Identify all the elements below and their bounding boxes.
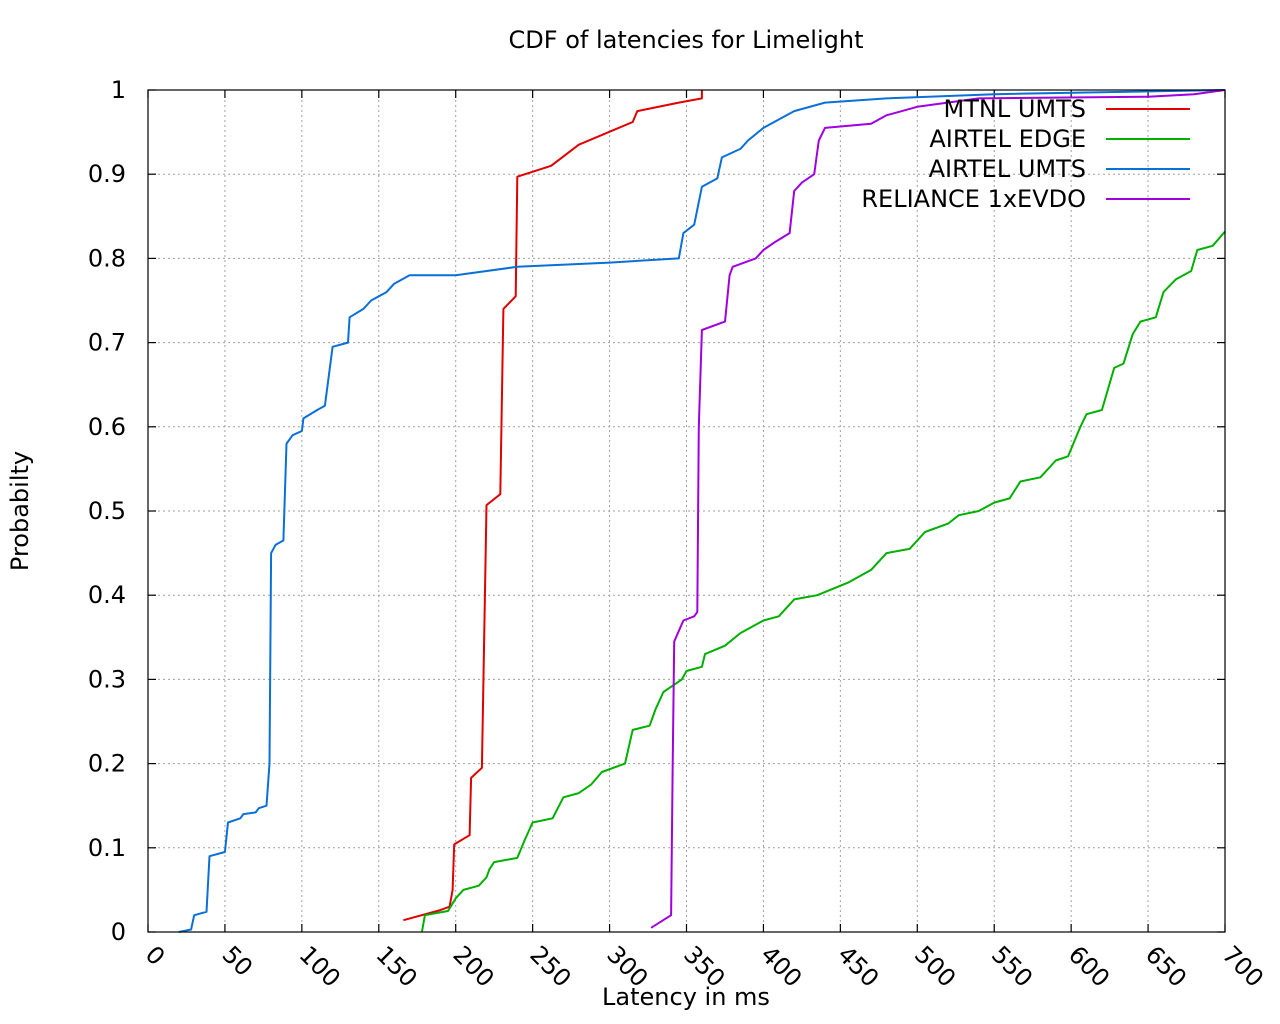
legend-label-reliance-1xevdo: RELIANCE 1xEVDO xyxy=(861,185,1086,213)
grid xyxy=(148,90,1225,932)
series-line-airtel-edge xyxy=(420,230,1226,933)
y-tick-label: 0.1 xyxy=(88,834,126,862)
y-tick-label: 0.5 xyxy=(88,497,126,525)
plot-frame xyxy=(147,89,1226,933)
y-axis-label: Probabilty xyxy=(6,451,34,571)
y-tick-label: 0.9 xyxy=(88,160,126,188)
y-tick-label: 0.8 xyxy=(88,244,126,272)
y-tick-label: 0.6 xyxy=(88,413,126,441)
y-tick-label: 0 xyxy=(111,918,126,946)
y-tick-label: 0.2 xyxy=(88,750,126,778)
legend-label-airtel-umts: AIRTEL UMTS xyxy=(929,155,1086,183)
legend-label-airtel-edge: AIRTEL EDGE xyxy=(929,125,1086,153)
y-tick-label: 0.3 xyxy=(88,665,126,693)
series-line-mtnl-umts xyxy=(403,90,703,922)
series-group xyxy=(178,89,1226,933)
y-tick-label: 1 xyxy=(111,76,126,104)
x-axis-label: Latency in ms xyxy=(602,983,770,1011)
chart-title: CDF of latencies for Limelight xyxy=(509,26,864,54)
y-tick-label: 0.4 xyxy=(88,581,126,609)
legend-label-mtnl-umts: MTNL UMTS xyxy=(944,95,1087,123)
series-line-reliance-1xevdo xyxy=(650,89,1226,929)
y-tick-label: 0.7 xyxy=(88,329,126,357)
series-line-airtel-umts xyxy=(178,89,1226,933)
